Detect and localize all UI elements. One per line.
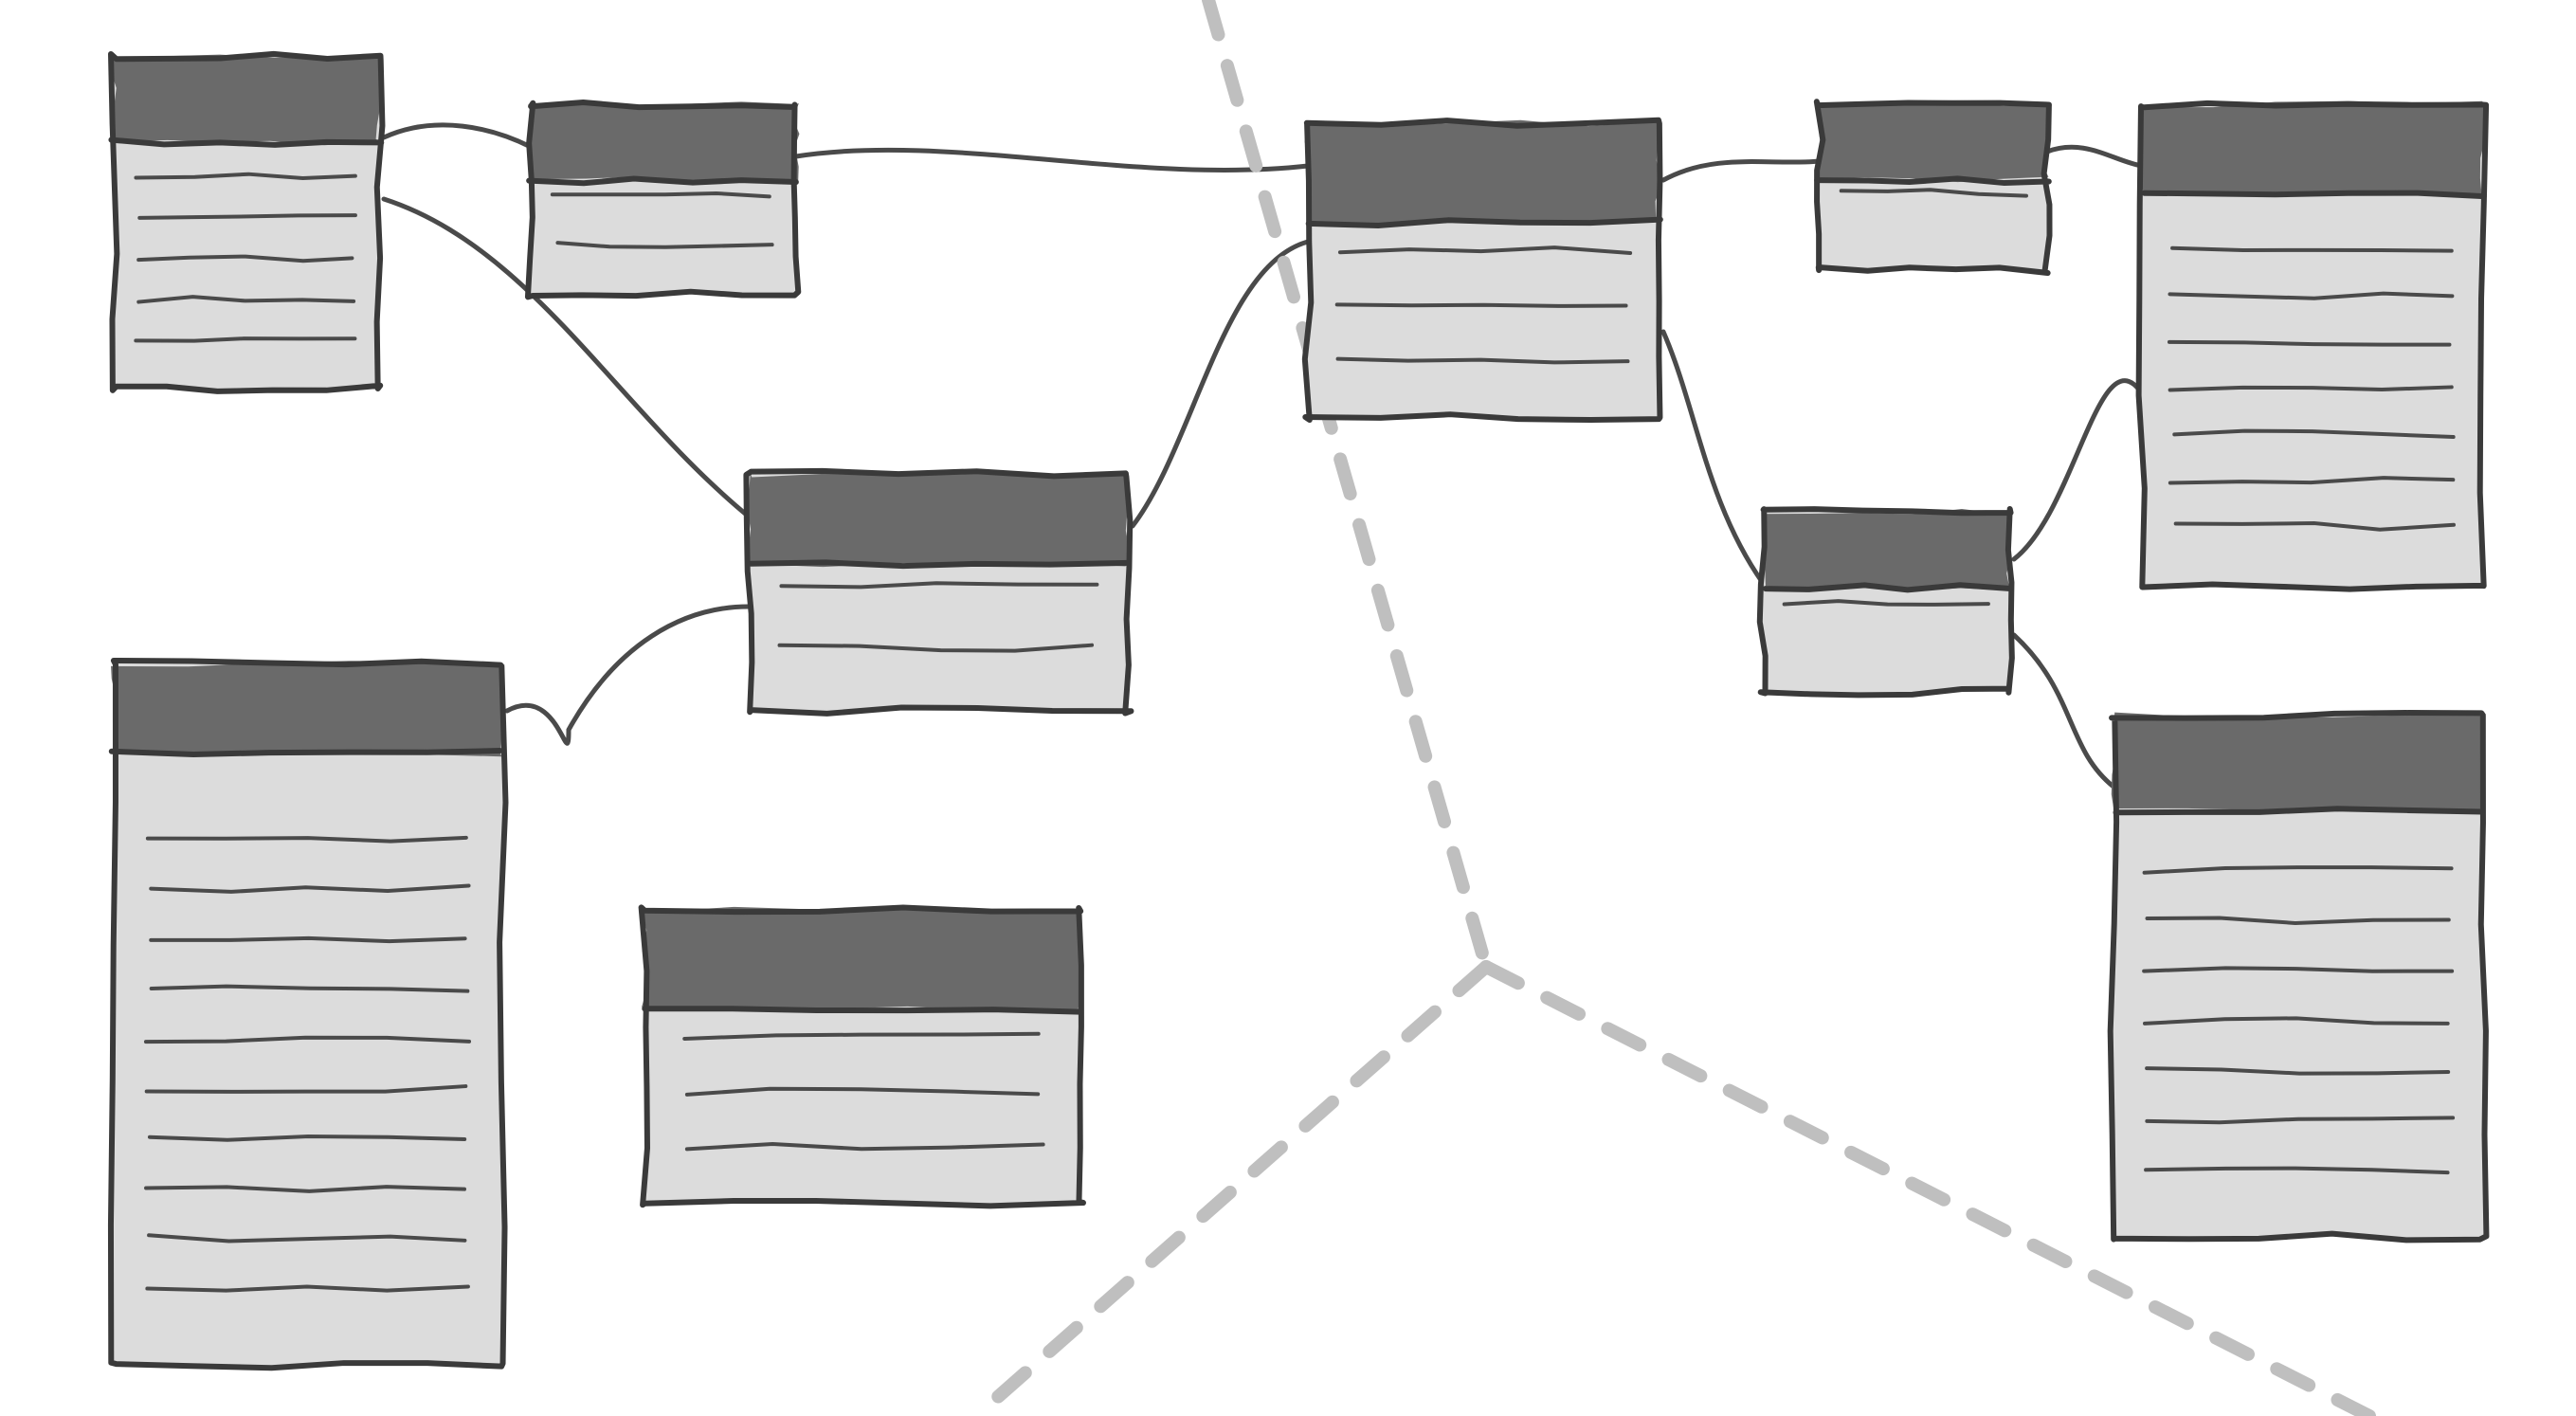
edge-n2-n6 (796, 150, 1308, 170)
card-header-divider (751, 562, 1129, 566)
card-header-divider (644, 1008, 1079, 1011)
card-header (1305, 120, 1662, 225)
card-header (1817, 101, 2051, 182)
cards-layer (111, 54, 2486, 1368)
edge-n4-n3 (507, 607, 749, 743)
card-header-divider (112, 751, 500, 754)
card-textline (2170, 387, 2452, 390)
card-textline (553, 193, 770, 196)
diagram-canvas (0, 0, 2576, 1416)
edge-n1-n2 (384, 125, 531, 147)
card-header (2112, 713, 2487, 813)
card-header-divider (2144, 193, 2483, 197)
card-n1 (111, 54, 382, 391)
card-n8 (1760, 509, 2012, 696)
card-n5 (642, 907, 1083, 1206)
edge-n6-n8 (1663, 332, 1763, 583)
card-body (111, 661, 506, 1368)
edge-n7-n9 (2047, 147, 2142, 166)
card-n7 (1817, 101, 2051, 273)
card-header (111, 55, 382, 146)
card-header (747, 472, 1131, 567)
edge-n8-n9 (2014, 381, 2142, 559)
card-header (528, 101, 799, 183)
card-header (1762, 509, 2012, 591)
card-header (2139, 101, 2485, 197)
card-header (111, 661, 505, 756)
card-textline (1337, 304, 1626, 306)
card-n10 (2111, 713, 2487, 1241)
edge-n3-n6 (1133, 242, 1308, 526)
card-header (642, 907, 1083, 1011)
edge-n8-n10 (2014, 635, 2113, 787)
card-n9 (2139, 101, 2486, 590)
card-n2 (528, 101, 799, 297)
edge-n6-n7 (1663, 161, 1820, 180)
card-n4 (111, 661, 506, 1368)
card-n3 (746, 471, 1131, 714)
card-n6 (1305, 120, 1662, 420)
